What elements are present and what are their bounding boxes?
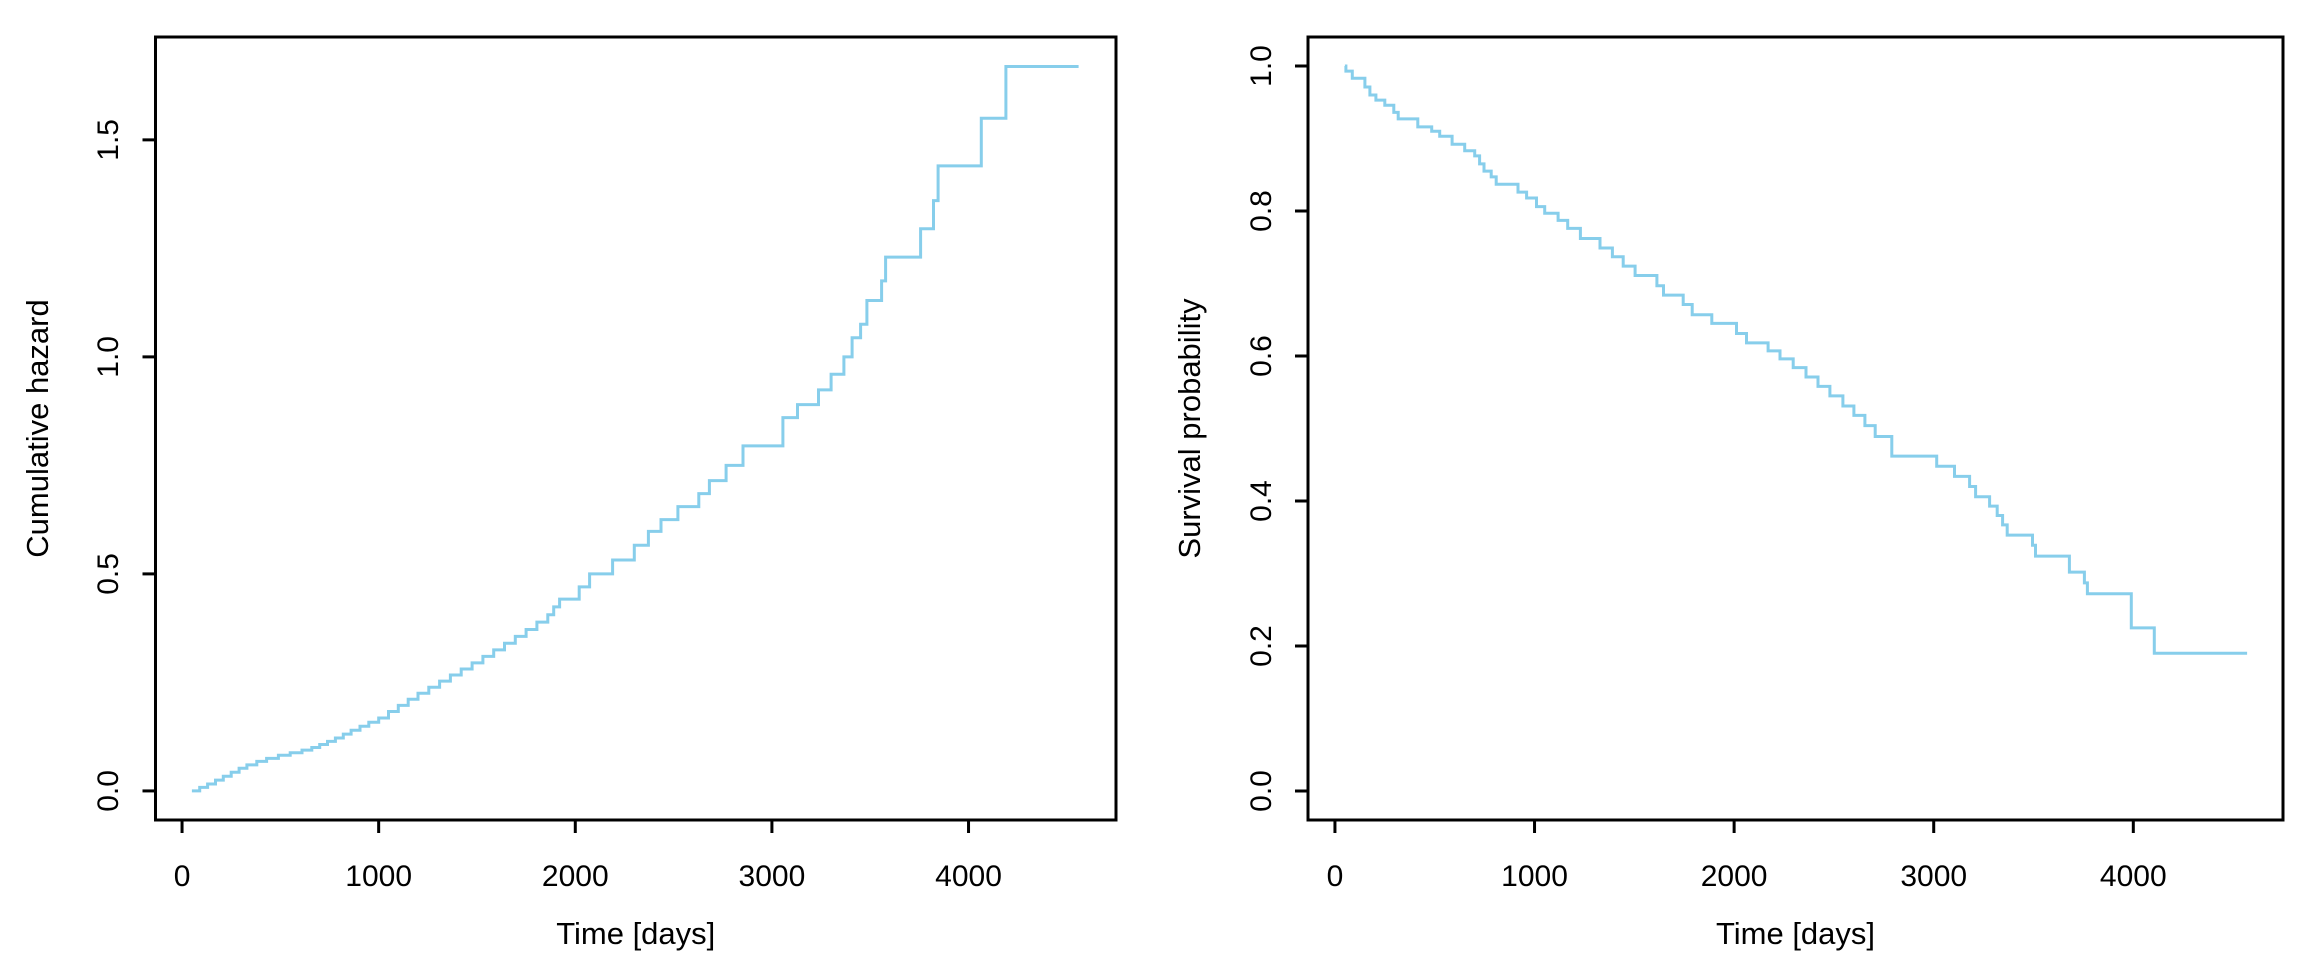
y-tick-label: 0.4 — [1245, 480, 1278, 522]
x-tick-label: 1000 — [345, 860, 412, 893]
x-tick-label: 4000 — [2100, 860, 2167, 893]
y-tick-label: 0.6 — [1245, 335, 1278, 377]
survival-probability-curve — [1344, 64, 2248, 655]
plot-frame — [154, 35, 1118, 822]
y-tick-label: 0.5 — [92, 553, 125, 595]
x-tick-label: 1000 — [1501, 860, 1568, 893]
x-tick-label: 2000 — [542, 860, 609, 893]
plot-frame — [1306, 35, 2285, 822]
x-axis-title: Time [days] — [1716, 916, 1875, 951]
x-tick-label: 3000 — [1900, 860, 1967, 893]
right-plot: 0 1000 2000 3000 4000 0.0 0.2 0.4 0.6 0.8 1.0 Time … — [1172, 35, 2285, 951]
y-axis-title: Cumulative hazard — [20, 299, 55, 557]
y-tick-label: 0.2 — [1245, 625, 1278, 667]
x-tick-label: 0 — [174, 860, 191, 893]
y-tick-label: 1.0 — [92, 336, 125, 378]
x-tick-label: 2000 — [1701, 860, 1768, 893]
y-tick-label: 0.8 — [1245, 190, 1278, 232]
y-tick-label: 0.0 — [1245, 770, 1278, 812]
y-tick-label: 1.0 — [1245, 45, 1278, 87]
x-tick-label: 3000 — [739, 860, 806, 893]
y-axis-title: Survival probability — [1172, 298, 1207, 559]
y-tick-label: 0.0 — [92, 770, 125, 812]
x-axis-title: Time [days] — [556, 916, 715, 951]
cumulative-hazard-curve — [191, 65, 1079, 793]
y-tick-label: 1.5 — [92, 119, 125, 161]
left-plot: 0 1000 2000 3000 4000 0.0 0.5 1.0 1.5 Time [days]… — [20, 35, 1118, 951]
x-tick-label: 0 — [1327, 860, 1344, 893]
x-tick-label: 4000 — [935, 860, 1002, 893]
